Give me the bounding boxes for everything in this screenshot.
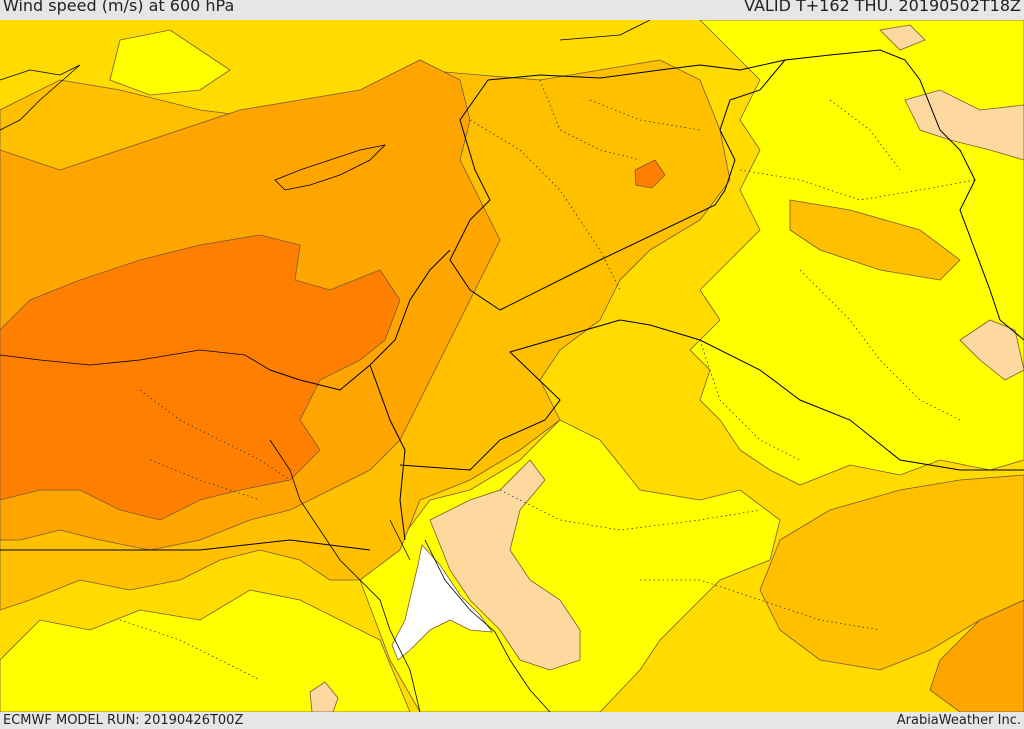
shade-peach-ne: [904, 89, 1024, 161]
shade-light-orange-southeast: [759, 474, 1024, 671]
valid-time-label: VALID T+162 THU. 20190502T18Z: [744, 0, 1021, 15]
model-run-label: ECMWF MODEL RUN: 20190426T00Z: [3, 713, 244, 728]
coastlines: [0, 20, 651, 712]
map-title: Wind speed (m/s) at 600 hPa: [3, 0, 235, 15]
shade-peach-north: [879, 24, 926, 51]
shade-dark-orange-blob-east: [634, 159, 666, 189]
shade-dark-orange-core: [0, 234, 401, 521]
footer-bar: ECMWF MODEL RUN: 20190426T00Z ArabiaWeat…: [0, 712, 1024, 729]
wind-speed-map[interactable]: [0, 20, 1024, 712]
header-bar: Wind speed (m/s) at 600 hPa VALID T+162 …: [0, 0, 1024, 20]
map-canvas: [0, 20, 1024, 712]
shade-yellow-southwest: [0, 589, 411, 712]
shade-yellow-south: [359, 419, 781, 712]
shade-light-orange-east: [789, 199, 961, 281]
shade-peach-sinai: [429, 459, 581, 671]
credit-label: ArabiaWeather Inc.: [896, 713, 1021, 728]
shade-yellow-northwest: [109, 29, 231, 96]
province-boundaries: [119, 79, 976, 681]
shade-white-zone: [391, 544, 493, 661]
shade-peach-east: [959, 319, 1024, 381]
shade-peach-south: [309, 681, 339, 712]
